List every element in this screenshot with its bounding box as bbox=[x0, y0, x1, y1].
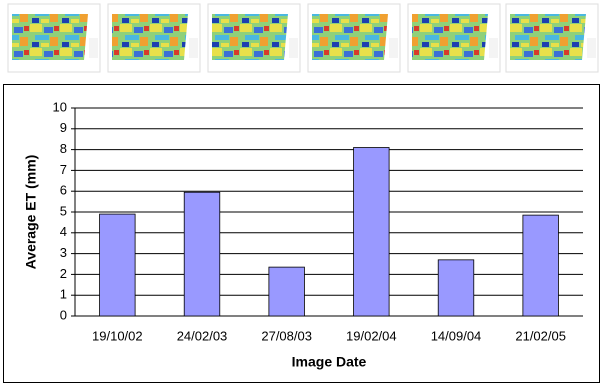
y-tick-label: 10 bbox=[53, 99, 67, 114]
bar bbox=[523, 215, 559, 316]
thumbnail[interactable] bbox=[208, 4, 300, 72]
y-tick-label: 3 bbox=[60, 245, 67, 260]
thumbnail[interactable] bbox=[506, 4, 598, 72]
y-tick-label: 9 bbox=[60, 120, 67, 135]
y-tick-label: 2 bbox=[60, 266, 67, 281]
thumbnails bbox=[8, 4, 598, 72]
x-tick-label: 14/09/04 bbox=[431, 328, 482, 343]
y-tick-label: 7 bbox=[60, 162, 67, 177]
thumbnail[interactable] bbox=[8, 4, 100, 72]
y-axis-title: Average ET (mm) bbox=[23, 155, 39, 270]
bar bbox=[438, 260, 474, 316]
bar bbox=[184, 192, 220, 316]
x-tick-label: 21/02/05 bbox=[515, 328, 566, 343]
y-tick-label: 1 bbox=[60, 287, 67, 302]
bar bbox=[269, 267, 305, 316]
bar bbox=[354, 148, 390, 316]
x-tick-label: 24/02/03 bbox=[177, 328, 228, 343]
thumbnail[interactable] bbox=[408, 4, 500, 72]
thumbnail[interactable] bbox=[308, 4, 400, 72]
y-tick-label: 4 bbox=[60, 224, 67, 239]
page: Image Date Average ET (mm) 0 1 2 3 4 5 6 7 8 9 10 1… bbox=[0, 0, 602, 385]
x-tick-label: 19/10/02 bbox=[92, 328, 143, 343]
y-tick-label: 8 bbox=[60, 141, 67, 156]
x-axis-title: Image Date bbox=[292, 354, 367, 370]
bar bbox=[100, 214, 136, 316]
y-tick-label: 0 bbox=[60, 307, 67, 322]
thumbnail[interactable] bbox=[108, 4, 200, 72]
x-tick-label: 19/02/04 bbox=[346, 328, 397, 343]
x-tick-label: 27/08/03 bbox=[261, 328, 312, 343]
y-tick-label: 5 bbox=[60, 203, 67, 218]
y-tick-label: 6 bbox=[60, 183, 67, 198]
